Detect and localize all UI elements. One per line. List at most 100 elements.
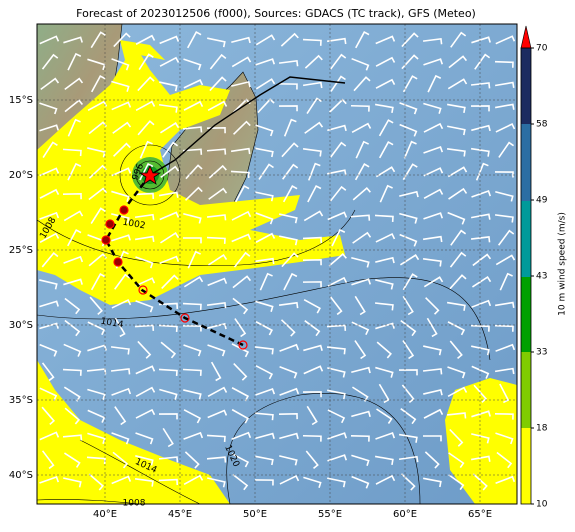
wind-area <box>37 40 517 504</box>
barb <box>374 455 394 465</box>
barb <box>111 190 130 202</box>
barb <box>494 214 514 223</box>
barb <box>327 409 346 424</box>
barb <box>447 166 468 178</box>
barb <box>64 452 81 468</box>
barb <box>351 57 370 71</box>
barb <box>472 275 492 288</box>
barb <box>254 346 274 355</box>
barb <box>450 31 467 48</box>
barb <box>399 123 418 137</box>
barb <box>41 450 55 470</box>
barb <box>303 344 323 352</box>
barb <box>88 473 104 491</box>
contour-label: 1014 <box>100 317 125 331</box>
barb <box>471 410 491 418</box>
barb <box>329 296 343 316</box>
barb <box>254 412 274 421</box>
barb <box>374 302 394 311</box>
barb <box>134 477 154 487</box>
barb <box>376 341 392 359</box>
barb <box>111 101 132 111</box>
barb <box>302 281 322 288</box>
barb <box>41 406 56 425</box>
barb <box>158 368 178 377</box>
lat-label: 20°S <box>9 170 33 181</box>
barb <box>134 235 155 243</box>
barb <box>327 211 348 221</box>
barb <box>449 428 464 447</box>
barb <box>328 252 347 267</box>
colorbar-tick-label: 10 <box>536 500 548 510</box>
barb <box>423 345 442 356</box>
barb <box>471 190 492 198</box>
barb <box>158 413 178 420</box>
barb <box>210 361 222 382</box>
wind-barbs <box>39 30 516 491</box>
barb <box>111 432 130 445</box>
barb <box>302 259 322 266</box>
colorbar-label: 10 m wind speed (m/s) <box>558 212 568 316</box>
barb <box>134 213 155 221</box>
barb <box>231 233 252 243</box>
barb <box>281 142 299 158</box>
barb <box>470 236 491 243</box>
barb <box>40 77 60 90</box>
barb <box>207 344 226 357</box>
barb <box>255 147 274 158</box>
barb <box>208 253 228 266</box>
barb <box>87 100 108 112</box>
barb <box>209 76 227 92</box>
barb <box>279 387 300 396</box>
barb <box>206 236 226 244</box>
barb <box>302 148 322 157</box>
barb <box>206 434 226 443</box>
barb <box>283 272 298 291</box>
barb <box>255 432 275 440</box>
barb <box>137 76 155 92</box>
barb <box>374 214 394 222</box>
barb <box>62 434 83 441</box>
barb <box>160 341 177 359</box>
barb <box>39 279 58 290</box>
barb <box>402 163 418 181</box>
lon-label: 45°E <box>168 509 192 520</box>
barb <box>87 321 106 336</box>
barb <box>331 228 346 247</box>
barb <box>209 53 227 70</box>
barb <box>474 53 491 70</box>
barb <box>206 214 227 221</box>
barb <box>279 213 298 224</box>
barb <box>446 148 466 157</box>
barb <box>183 100 204 111</box>
barb <box>89 296 103 315</box>
barb <box>135 277 156 287</box>
barb <box>279 455 298 466</box>
barb <box>303 365 324 375</box>
barb <box>135 300 154 313</box>
barb <box>497 229 515 246</box>
barb <box>352 231 372 244</box>
barb <box>67 228 82 247</box>
barb <box>135 455 154 466</box>
barb <box>234 318 247 338</box>
barb <box>471 213 491 220</box>
barb <box>351 321 370 336</box>
barb <box>303 210 324 222</box>
barb <box>448 474 465 491</box>
barb <box>87 432 106 445</box>
barb <box>110 346 130 355</box>
barb <box>182 237 202 244</box>
barb <box>207 277 228 287</box>
barb <box>63 210 84 222</box>
barb <box>183 344 202 357</box>
barb <box>158 456 179 463</box>
barb <box>254 257 275 265</box>
colorbar-tick-label: 70 <box>536 44 548 54</box>
barb <box>67 162 82 181</box>
lon-label: 40°E <box>93 509 117 520</box>
barb <box>401 384 415 404</box>
barb <box>255 232 276 243</box>
barb <box>423 145 444 154</box>
barb <box>279 366 298 379</box>
